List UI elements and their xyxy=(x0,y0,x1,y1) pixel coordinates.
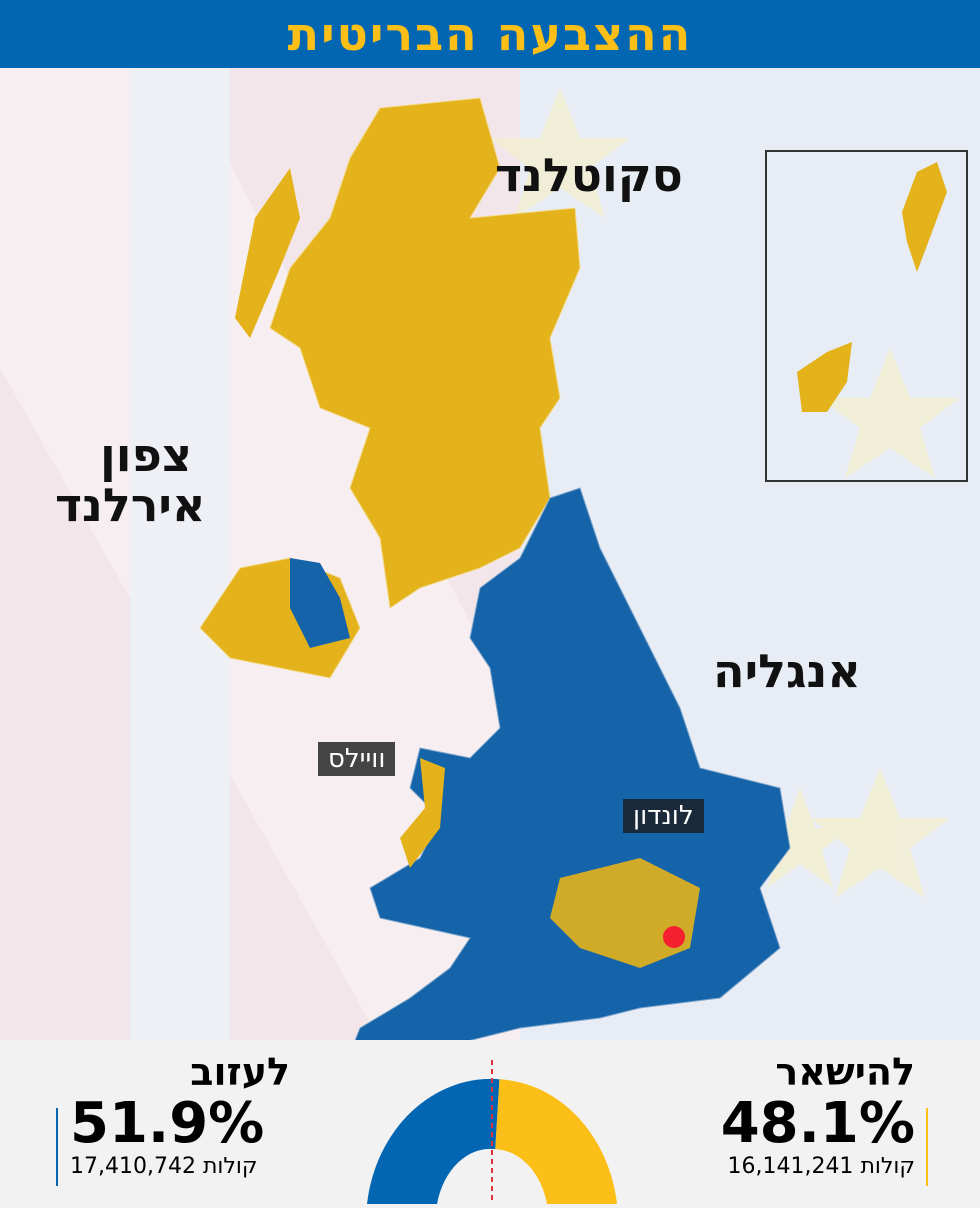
remain-accent-line xyxy=(926,1108,928,1186)
remain-votes: 16,141,241 xyxy=(727,1154,854,1179)
leave-accent-line xyxy=(56,1108,58,1186)
remain-percent: 48.1% xyxy=(720,1091,915,1156)
remain-votes-unit: קולות xyxy=(860,1154,915,1179)
remain-result: להישאר 48.1% קולות 16,141,241 xyxy=(690,1050,915,1179)
leave-result: לעזוב 51.9% קולות 17,410,742 xyxy=(70,1050,290,1179)
leave-votes: 17,410,742 xyxy=(70,1154,196,1179)
result-gauge xyxy=(367,1060,617,1204)
remain-label: להישאר xyxy=(775,1050,915,1094)
region-wales-remain xyxy=(400,758,445,868)
uk-referendum-map: סקוטלנד צפון אירלנד אנגליה וויילס לונדון xyxy=(0,68,980,1040)
leave-percent: 51.9% xyxy=(70,1091,265,1156)
london-marker xyxy=(663,926,685,948)
label-scotland: סקוטלנד xyxy=(495,148,683,202)
leave-votes-unit: קולות xyxy=(202,1154,258,1179)
header-bar: ההצבעה הבריטית xyxy=(0,0,980,68)
label-england: אנגליה xyxy=(713,644,861,698)
leave-label: לעזוב xyxy=(190,1050,290,1094)
region-london-remain xyxy=(550,858,700,968)
results-panel: לעזוב 51.9% קולות 17,410,742 להישאר 48.1… xyxy=(0,1040,980,1208)
uk-map-shapes xyxy=(199,97,791,1040)
page-title: ההצבעה הבריטית xyxy=(287,7,693,61)
label-northern-ireland-2: אירלנד xyxy=(55,478,206,532)
region-scotland xyxy=(269,97,581,609)
shetland-orkney-inset xyxy=(765,150,968,482)
inset-islands xyxy=(797,162,947,412)
label-london: לונדון xyxy=(623,799,704,833)
label-wales: וויילס xyxy=(318,742,396,776)
gauge-remain-segment xyxy=(495,1079,617,1204)
region-hebrides xyxy=(235,168,300,338)
label-northern-ireland-1: צפון xyxy=(100,428,192,482)
region-ni-leave xyxy=(290,558,350,648)
gauge-leave-segment xyxy=(367,1078,500,1204)
